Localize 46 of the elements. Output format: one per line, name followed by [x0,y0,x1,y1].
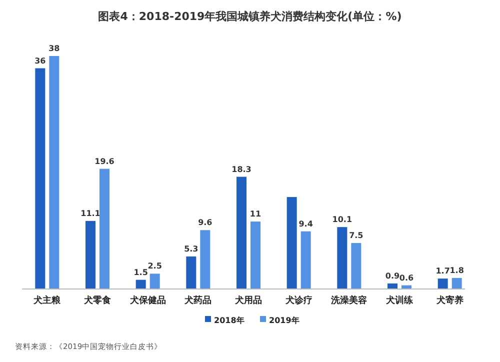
x-tick-label: 犬药品 [184,295,212,306]
bar [200,230,210,289]
data-label: 11 [250,210,262,219]
legend-label: 2019年 [269,316,300,325]
bar [186,256,196,289]
x-tick-label: 犬零食 [84,295,112,306]
bar [388,283,398,289]
data-label: 0.9 [385,271,400,280]
x-tick-label: 犬保健品 [130,295,166,306]
bar [438,278,448,289]
bar [452,278,462,289]
bar [286,197,297,289]
data-label: 2.5 [148,262,162,271]
data-label: 36 [34,56,46,66]
x-tick-label: 洗澡美容 [330,295,368,306]
data-label: 9.4 [298,219,314,228]
bar [86,220,96,289]
x-tick-label: 犬寄养 [436,295,464,306]
bar [150,274,160,289]
bar [35,68,46,289]
x-tick-label: 犬诊疗 [285,295,312,306]
bar [49,56,60,289]
bar [300,231,311,289]
x-tick-label: 犬训练 [386,295,413,306]
bar [351,243,362,289]
data-label: 1.7 [436,266,450,276]
data-label: 38 [48,44,60,53]
data-label: 18.3 [232,164,252,174]
bar [136,280,146,289]
bar [250,222,260,289]
data-label: 10.1 [332,215,352,224]
bar [337,227,348,289]
x-tick-label: 犬主粮 [34,295,62,306]
bar [100,168,110,289]
data-label: 11.1 [80,208,101,218]
data-label: 7.5 [349,231,364,240]
data-label: 5.3 [184,244,198,254]
data-label: 0.6 [399,273,414,282]
title: 图表4：2018-2019年我国城镇养犬消费结构变化(单位：%) [98,10,402,23]
data-label: 19.6 [94,156,115,166]
legend-label: 2018年 [214,316,244,325]
bar [236,176,246,289]
data-label: 1.8 [450,266,464,275]
x-tick-label: 犬用品 [235,295,262,306]
data-label: 1.5 [134,268,148,277]
data-label: 9.6 [198,218,213,228]
